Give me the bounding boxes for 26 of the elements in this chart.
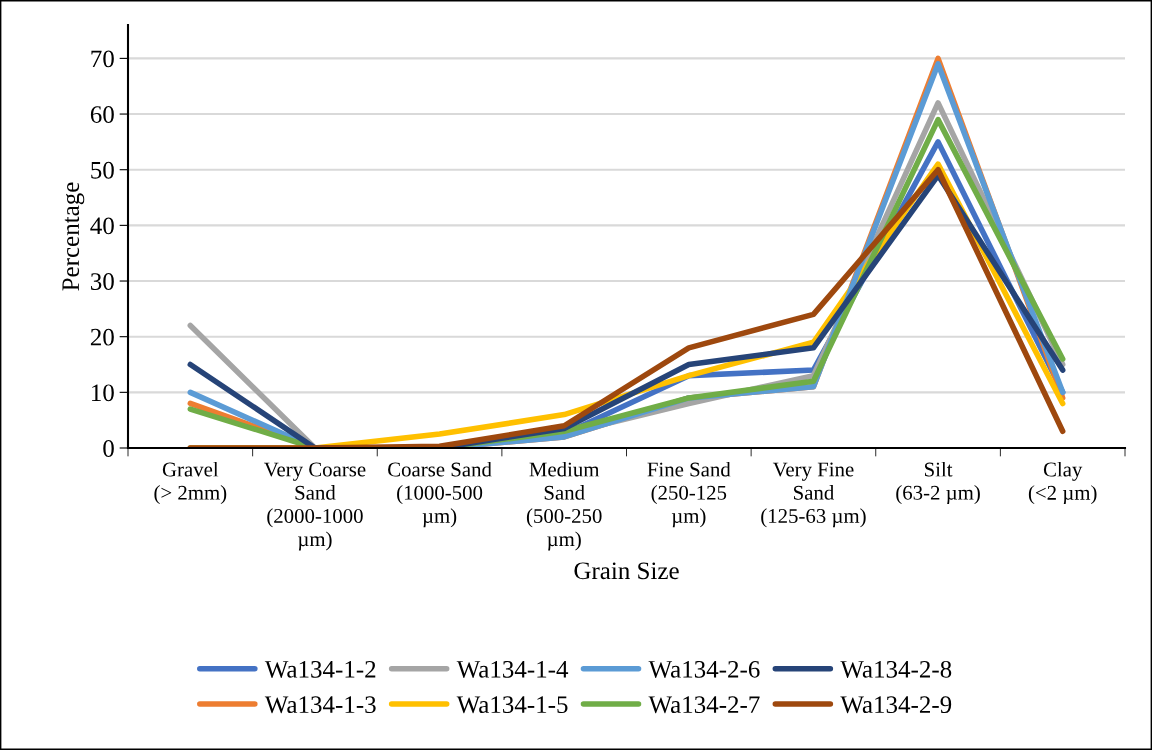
y-tick-label: 60	[90, 106, 114, 123]
legend-label: Wa134-2-7	[648, 696, 760, 714]
x-tick-label: Clay (<2 µm)	[1028, 461, 1097, 505]
legend-label: Wa134-1-5	[456, 696, 568, 714]
x-tick-label: Silt (63-2 µm)	[896, 461, 980, 505]
legend-label: Wa134-1-2	[264, 660, 376, 678]
x-tick-label: Coarse Sand (1000-500 µm)	[388, 461, 492, 528]
y-tick-label: 50	[91, 161, 114, 179]
y-tick-label: 70	[91, 50, 114, 68]
y-axis-title: Percentage	[62, 182, 85, 291]
legend-label: Wa134-2-6	[648, 660, 760, 678]
x-tick-label: Medium Sand (500-250 µm)	[526, 461, 602, 551]
y-tick-label: 10	[92, 384, 114, 402]
x-tick-label: Very Fine Sand (125-63 µm)	[761, 462, 866, 528]
legend-label: Wa134-2-9	[840, 696, 952, 714]
y-tick-label: 40	[90, 217, 114, 235]
y-tick-label: 0	[103, 440, 114, 457]
legend-label: Wa134-1-4	[456, 660, 569, 678]
x-tick-label: Gravel (> 2mm)	[154, 461, 227, 505]
legend-label: Wa134-1-3	[264, 696, 376, 714]
legend-label: Wa134-2-8	[840, 660, 952, 678]
x-axis-title: Grain Size	[574, 562, 679, 580]
x-tick-label: Very Coarse Sand (2000-1000 µm)	[263, 462, 366, 551]
y-tick-label: 20	[90, 328, 114, 346]
x-tick-label: Fine Sand (250-125 µm)	[647, 461, 731, 528]
y-tick-label: 30	[91, 273, 114, 290]
